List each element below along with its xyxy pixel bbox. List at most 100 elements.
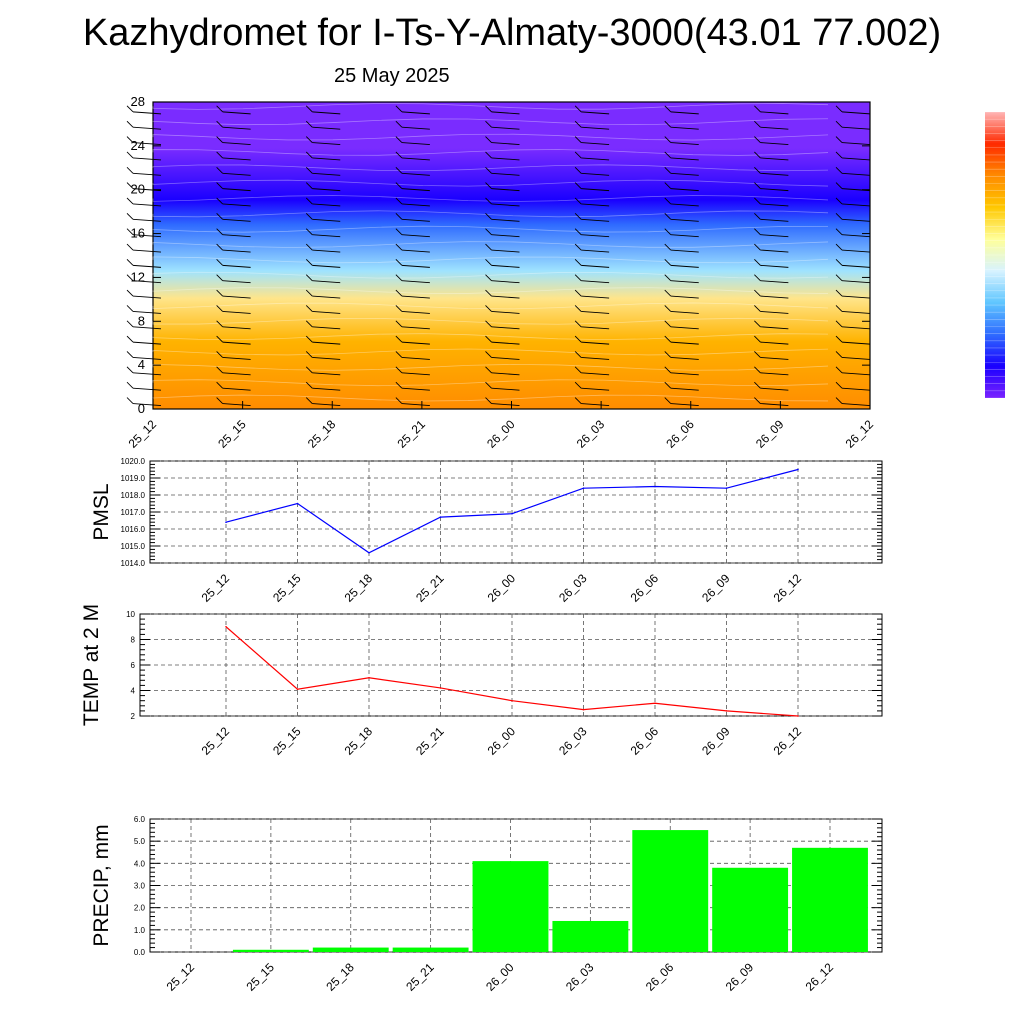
wind-barb <box>132 264 162 268</box>
x-tick-label: 25_21 <box>403 960 437 994</box>
x-tick-label: 25_21 <box>413 724 447 758</box>
wind-barb <box>491 280 520 284</box>
wind-barb <box>670 142 699 146</box>
wind-barb <box>132 326 162 330</box>
wind-barb <box>222 326 251 330</box>
data-point <box>654 485 656 488</box>
wind-barb-flag <box>126 151 134 159</box>
wind-barb-flag <box>835 120 843 128</box>
wind-barb <box>401 264 430 268</box>
wind-barb <box>491 387 520 391</box>
x-tick-label: 26_03 <box>563 960 597 994</box>
wind-barb <box>760 142 789 146</box>
wind-barb-flag <box>485 151 492 159</box>
wind-barb <box>670 111 699 115</box>
wind-barb <box>581 326 610 330</box>
wind-barb <box>491 203 520 207</box>
wind-barb <box>670 172 699 176</box>
wind-barb <box>581 157 610 161</box>
x-tick-label: 26_00 <box>483 960 517 994</box>
wind-barb <box>760 126 789 130</box>
wind-barb-flag <box>664 228 672 235</box>
wind-barb-flag <box>664 351 672 358</box>
contour-line <box>152 363 829 371</box>
wind-barb <box>401 310 430 314</box>
wind-barb-flag <box>754 151 761 159</box>
contour-line <box>152 379 829 387</box>
wind-barb-flag <box>395 166 403 174</box>
precip-bar <box>392 947 469 952</box>
wind-barb-flag <box>754 335 761 343</box>
wind-barb-flag <box>664 335 672 343</box>
colorbar <box>985 112 1005 398</box>
wind-barb-flag <box>835 136 843 143</box>
wind-barb-flag <box>305 305 313 312</box>
wind-barb <box>670 188 699 192</box>
contour-line <box>152 394 829 402</box>
wind-barb-flag <box>395 243 403 251</box>
wind-barb <box>491 326 520 330</box>
wind-barb-flag <box>835 228 843 235</box>
wind-barb <box>841 326 871 330</box>
wind-barb <box>670 264 699 268</box>
wind-barb-flag <box>574 397 582 404</box>
chart-title: Kazhydromet for I-Ts-Y-Almaty-3000(43.01… <box>82 12 942 54</box>
wind-barb <box>581 280 610 284</box>
wind-barb-flag <box>395 335 403 343</box>
wind-barb-flag <box>485 381 492 389</box>
wind-barb-flag <box>305 351 313 358</box>
wind-barb <box>401 126 430 130</box>
wind-barb <box>670 310 699 314</box>
x-tick-label: 26_12 <box>843 417 877 451</box>
wind-barb-flag <box>126 274 134 282</box>
wind-barb-flag <box>574 320 582 328</box>
wind-barb <box>222 234 251 238</box>
contour-line <box>152 133 829 141</box>
x-tick-label: 25_15 <box>243 960 277 994</box>
wind-barb <box>760 357 789 360</box>
contour-line <box>152 179 829 187</box>
y-tick-label: 3.0 <box>134 882 146 891</box>
y-tick-label: 12 <box>131 269 145 284</box>
wind-barb-flag <box>485 305 492 312</box>
wind-barb <box>841 295 871 299</box>
precip-bar <box>552 920 629 952</box>
wind-barb-flag <box>664 259 672 266</box>
wind-barb-flag <box>305 397 313 404</box>
wind-barb <box>581 310 610 314</box>
wind-barb-flag <box>305 136 313 143</box>
wind-barb <box>401 142 430 146</box>
wind-barb-flag <box>126 366 134 374</box>
wind-barb <box>760 310 789 314</box>
wind-barb-flag <box>485 335 492 343</box>
wind-barb <box>760 157 789 161</box>
wind-barb-flag <box>835 243 843 251</box>
x-tick-label: 25_15 <box>215 417 249 451</box>
wind-barb-flag <box>754 136 761 143</box>
wind-barb-flag <box>305 228 313 235</box>
wind-barb-flag <box>835 259 843 266</box>
wind-barb-flag <box>216 397 223 404</box>
wind-barb-flag <box>835 351 843 358</box>
wind-barb <box>581 218 610 222</box>
y-tick-label: 1.0 <box>134 926 146 935</box>
contour-line <box>152 164 829 172</box>
wind-barb <box>312 264 341 268</box>
y-tick-label: 8 <box>131 636 136 645</box>
wind-barb-flag <box>395 289 403 297</box>
wind-barb-flag <box>485 274 492 282</box>
wind-barb <box>222 264 251 268</box>
data-point <box>725 710 728 712</box>
y-tick-label: 1017.0 <box>121 508 146 517</box>
wind-barb-flag <box>574 212 582 220</box>
wind-barb <box>841 111 871 115</box>
y-tick-label: 6.0 <box>134 815 146 824</box>
wind-barb-flag <box>485 182 492 189</box>
data-point <box>582 487 585 490</box>
wind-barb-flag <box>835 212 843 220</box>
wind-barb-flag <box>216 243 223 251</box>
wind-barb <box>491 357 520 360</box>
wind-barb-flag <box>216 197 223 205</box>
y-tick-label: 6 <box>131 661 136 670</box>
wind-barb-flag <box>126 105 134 113</box>
